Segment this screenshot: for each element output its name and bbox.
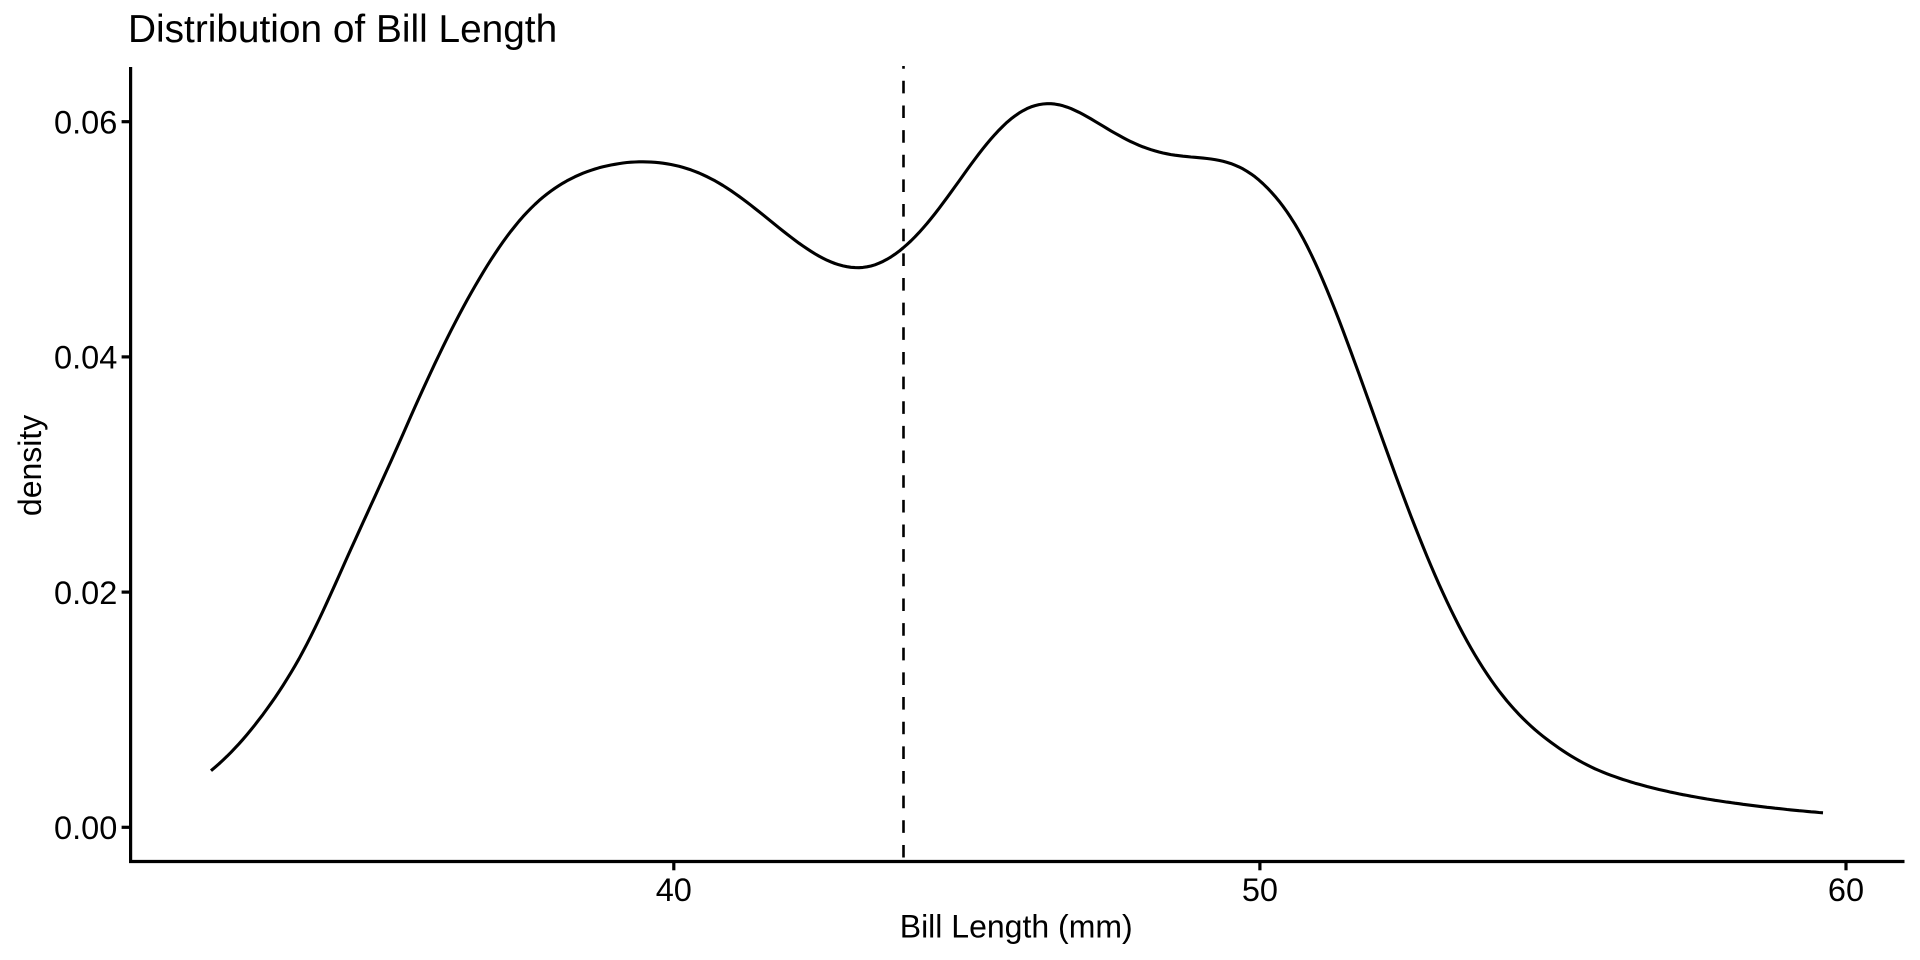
svg-text:50: 50 [1242,872,1278,908]
svg-text:0.02: 0.02 [54,575,117,611]
svg-text:0.06: 0.06 [54,104,117,140]
svg-text:0.00: 0.00 [54,810,117,846]
svg-text:40: 40 [656,872,692,908]
svg-text:60: 60 [1828,872,1864,908]
svg-text:density: density [12,415,48,516]
svg-text:Distribution of Bill Length: Distribution of Bill Length [128,8,557,51]
svg-text:Bill Length (mm): Bill Length (mm) [900,909,1133,945]
svg-text:0.04: 0.04 [54,340,117,376]
